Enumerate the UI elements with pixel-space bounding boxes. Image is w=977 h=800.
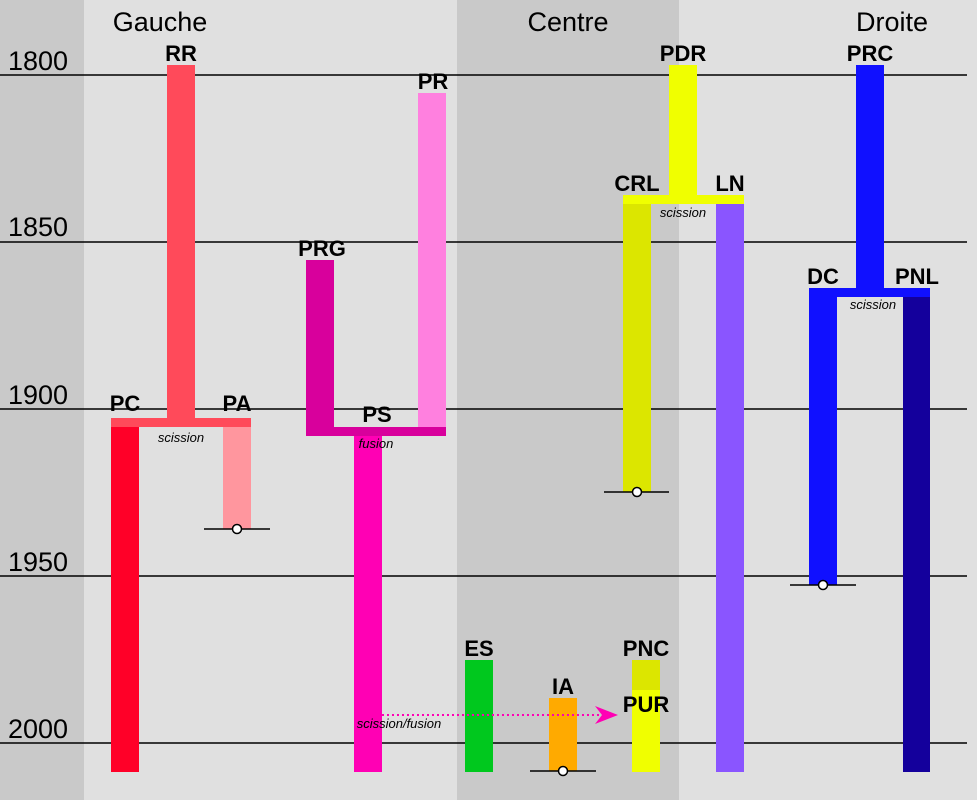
- split-connector-prc: [809, 288, 930, 297]
- bar-ia: [549, 698, 577, 771]
- label-prg: PRG: [298, 236, 346, 261]
- bar-pdr: [669, 65, 697, 195]
- bar-pnl: [903, 297, 930, 772]
- bar-ln: [716, 204, 744, 772]
- label-pnc: PNC: [623, 636, 670, 661]
- label-pur: PUR: [623, 692, 670, 717]
- year-label-1800: 1800: [8, 46, 68, 76]
- label-pr: PR: [418, 69, 449, 94]
- bar-pur: [632, 690, 660, 772]
- bar-pa: [223, 427, 251, 529]
- bar-rr: [167, 65, 195, 418]
- region-title-droite: Droite: [856, 7, 928, 37]
- year-axis-band: [0, 0, 84, 800]
- year-label-1850: 1850: [8, 212, 68, 242]
- bar-ps: [354, 436, 382, 772]
- label-crl: CRL: [614, 171, 659, 196]
- year-label-1900: 1900: [8, 380, 68, 410]
- bar-prc: [856, 65, 884, 288]
- region-title-gauche: Gauche: [113, 7, 208, 37]
- region-title-centre: Centre: [527, 7, 608, 37]
- split-connector-pdr: [623, 195, 744, 204]
- label-prc: PRC: [847, 41, 894, 66]
- merge-connector-ps: [306, 427, 446, 436]
- label-ln: LN: [715, 171, 744, 196]
- bar-pr: [418, 93, 446, 427]
- bar-pnc: [632, 660, 660, 690]
- label-es: ES: [464, 636, 493, 661]
- note-scission-fusion: scission/fusion: [357, 716, 442, 731]
- label-ia: IA: [552, 674, 574, 699]
- end-marker-ia: [557, 765, 569, 777]
- bar-pc: [111, 427, 139, 772]
- bar-prg: [306, 260, 334, 427]
- label-pa: PA: [223, 391, 252, 416]
- bar-crl: [623, 204, 651, 492]
- label-pc: PC: [110, 391, 141, 416]
- note-scission-left: scission: [158, 430, 204, 445]
- year-label-1950: 1950: [8, 547, 68, 577]
- label-dc: DC: [807, 264, 839, 289]
- end-marker-dc: [817, 579, 829, 591]
- bar-dc: [809, 297, 837, 585]
- split-connector-rr: [111, 418, 251, 427]
- note-scission-right: scission: [850, 297, 896, 312]
- label-pnl: PNL: [895, 264, 939, 289]
- label-rr: RR: [165, 41, 197, 66]
- note-scission-center: scission: [660, 205, 706, 220]
- label-ps: PS: [362, 402, 391, 427]
- end-marker-pa: [231, 523, 243, 535]
- note-fusion-ps: fusion: [359, 436, 394, 451]
- label-pdr: PDR: [660, 41, 707, 66]
- year-label-2000: 2000: [8, 714, 68, 744]
- transfer-arrow-head: [595, 706, 618, 724]
- end-marker-crl: [631, 486, 643, 498]
